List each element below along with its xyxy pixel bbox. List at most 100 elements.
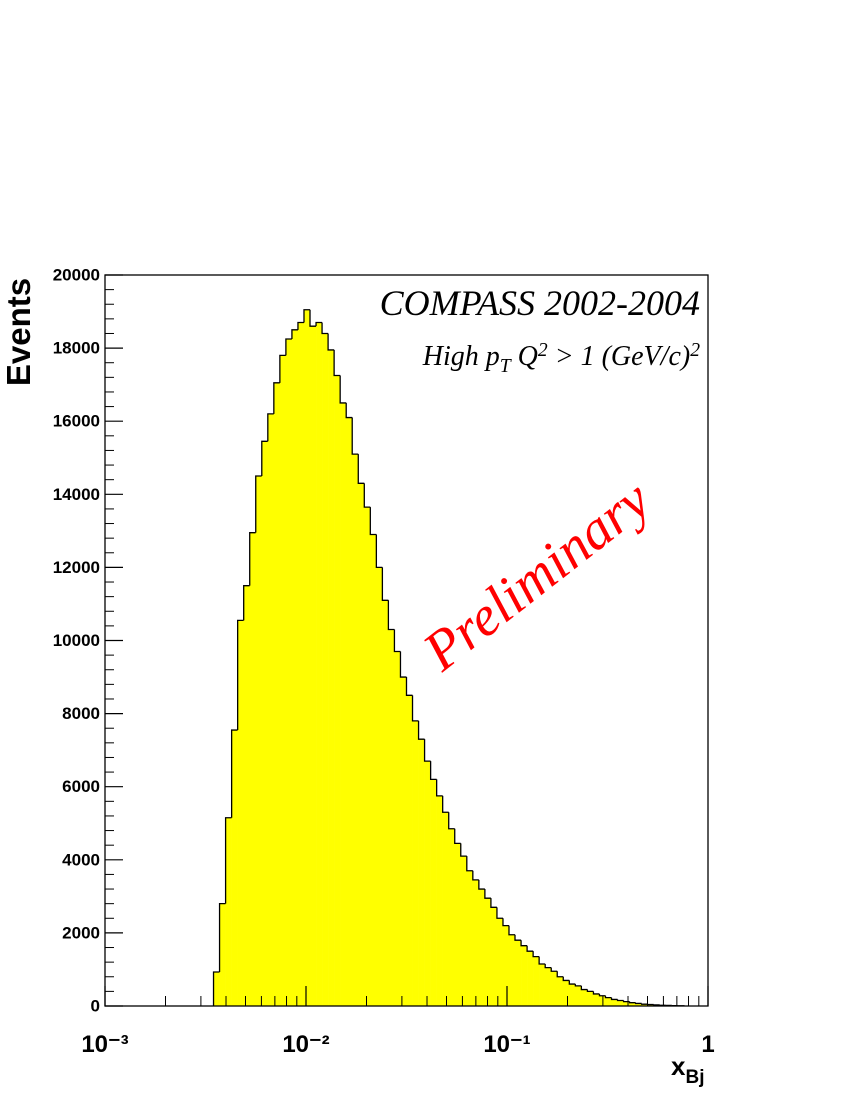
bar bbox=[291, 329, 299, 1006]
bar-edge bbox=[387, 600, 395, 631]
bar bbox=[346, 417, 353, 1006]
bar bbox=[605, 997, 612, 1006]
plot-area bbox=[212, 309, 685, 1007]
bar-edge bbox=[580, 985, 588, 991]
bar-edge bbox=[532, 951, 540, 958]
bar-edge bbox=[550, 967, 558, 972]
bar-edge bbox=[411, 695, 419, 722]
bar bbox=[442, 812, 450, 1006]
bar-edge bbox=[454, 828, 461, 845]
bar-edge bbox=[303, 309, 311, 323]
bar bbox=[267, 413, 275, 1006]
bar bbox=[430, 779, 437, 1006]
bar-edge bbox=[243, 585, 250, 621]
bar bbox=[563, 980, 570, 1006]
bar bbox=[641, 1004, 649, 1006]
bar-edge bbox=[212, 971, 220, 1006]
bar bbox=[406, 695, 413, 1006]
bar bbox=[521, 945, 528, 1006]
bar bbox=[551, 971, 558, 1006]
bar-edge bbox=[339, 375, 347, 404]
y-tick-label: 0 bbox=[91, 996, 100, 1015]
bar bbox=[376, 567, 383, 1006]
bar bbox=[249, 532, 257, 1006]
bar bbox=[484, 898, 492, 1006]
bar bbox=[237, 620, 244, 1006]
bar-edge bbox=[616, 999, 624, 1002]
bar bbox=[243, 585, 251, 1006]
bar-edge bbox=[592, 991, 600, 995]
x-tick-label: 10⁻³ bbox=[81, 1031, 128, 1058]
bar-edge bbox=[393, 629, 401, 653]
bar-edge bbox=[345, 402, 353, 419]
x-tick-label: 10⁻¹ bbox=[483, 1031, 530, 1058]
bar-edge bbox=[369, 507, 377, 536]
bar-edge bbox=[466, 856, 473, 872]
bar bbox=[352, 454, 359, 1007]
bar-edge bbox=[610, 997, 618, 1001]
bar-edge bbox=[381, 567, 389, 601]
annotation: COMPASS 2002-2004 bbox=[380, 283, 700, 323]
x-tick-label: 10⁻² bbox=[282, 1031, 329, 1058]
bar bbox=[394, 651, 401, 1006]
bar bbox=[273, 382, 281, 1006]
bar bbox=[617, 1000, 624, 1006]
annotation-part: COMPASS 2002-2004 bbox=[380, 283, 700, 323]
bar-edge bbox=[538, 956, 546, 965]
bar-edge bbox=[484, 889, 491, 899]
bar bbox=[382, 600, 389, 1006]
bar bbox=[370, 534, 377, 1006]
bar bbox=[213, 972, 220, 1006]
bar bbox=[310, 326, 317, 1006]
bar-edge bbox=[598, 993, 606, 997]
bar bbox=[322, 333, 329, 1007]
bar-edge bbox=[357, 454, 365, 484]
bar bbox=[303, 309, 311, 1006]
bar-edge bbox=[399, 651, 407, 678]
bar bbox=[611, 999, 618, 1006]
bar-edge bbox=[641, 1003, 648, 1005]
y-tick-label: 16000 bbox=[53, 412, 100, 431]
bar-edge bbox=[502, 918, 509, 927]
annotation-part: High p bbox=[422, 341, 500, 372]
bar-edge bbox=[255, 475, 262, 533]
bar-edge bbox=[472, 870, 479, 881]
bar-edge bbox=[568, 980, 576, 985]
y-tick-label: 12000 bbox=[53, 558, 100, 577]
bar bbox=[581, 989, 588, 1006]
bar-edge bbox=[460, 843, 467, 857]
bar bbox=[490, 907, 498, 1006]
bar-edge bbox=[273, 382, 280, 414]
bar-edge bbox=[261, 440, 268, 477]
bar-edge bbox=[417, 720, 425, 740]
y-axis-label: Events bbox=[0, 278, 37, 386]
annotation-part: T bbox=[500, 356, 513, 377]
bar-edge bbox=[586, 989, 594, 993]
x-tick-label: 1 bbox=[701, 1031, 714, 1058]
bar-edge bbox=[224, 817, 232, 904]
bar bbox=[647, 1004, 655, 1006]
bar bbox=[539, 963, 546, 1006]
bar bbox=[388, 629, 395, 1006]
x-axis-label: xBj bbox=[671, 1051, 704, 1088]
bar-edge bbox=[285, 338, 292, 356]
bar-edge bbox=[363, 483, 371, 508]
bar-edge bbox=[544, 963, 552, 969]
bar-edge bbox=[315, 321, 323, 327]
bar bbox=[496, 918, 504, 1006]
bar bbox=[478, 889, 486, 1006]
y-tick-label: 18000 bbox=[53, 339, 100, 358]
bar bbox=[255, 476, 263, 1006]
bar bbox=[358, 483, 365, 1007]
bar bbox=[225, 817, 232, 1006]
bar bbox=[285, 338, 293, 1006]
bar bbox=[575, 985, 582, 1006]
bar bbox=[279, 355, 287, 1006]
bar bbox=[364, 507, 371, 1006]
bar bbox=[334, 375, 341, 1006]
bar bbox=[424, 761, 431, 1006]
bar bbox=[472, 879, 480, 1006]
x-label-main: x bbox=[671, 1051, 686, 1081]
bar bbox=[328, 349, 335, 1006]
bar bbox=[545, 967, 552, 1006]
